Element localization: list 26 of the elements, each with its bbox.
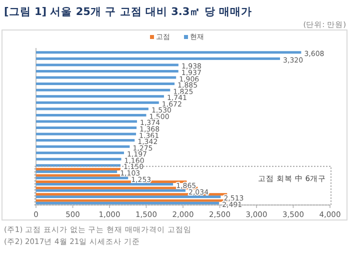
- bar: [36, 51, 302, 54]
- bar: [36, 196, 221, 198]
- bar: [36, 108, 148, 110]
- bar: [36, 120, 137, 123]
- bar: [36, 114, 146, 116]
- bar: [36, 158, 122, 160]
- bar: [36, 183, 174, 186]
- bar: [36, 139, 135, 142]
- bar: [36, 76, 176, 79]
- bar: [36, 152, 124, 154]
- bar: [36, 145, 130, 148]
- bar: [36, 176, 128, 180]
- bar: [36, 64, 178, 66]
- bar: [36, 95, 164, 98]
- chart-title: [그림 1] 서울 25개 구 고점 대비 3.3㎡ 당 매매가: [4, 6, 252, 18]
- bar: [36, 57, 280, 60]
- bar: [36, 70, 178, 72]
- bar: [36, 88, 170, 92]
- bar: [36, 101, 159, 104]
- bar: [36, 189, 186, 192]
- bar: [36, 170, 118, 173]
- bar: [36, 82, 175, 86]
- bar: [36, 202, 220, 204]
- bar: [36, 126, 137, 130]
- bar: [36, 168, 121, 170]
- bar: [36, 132, 136, 136]
